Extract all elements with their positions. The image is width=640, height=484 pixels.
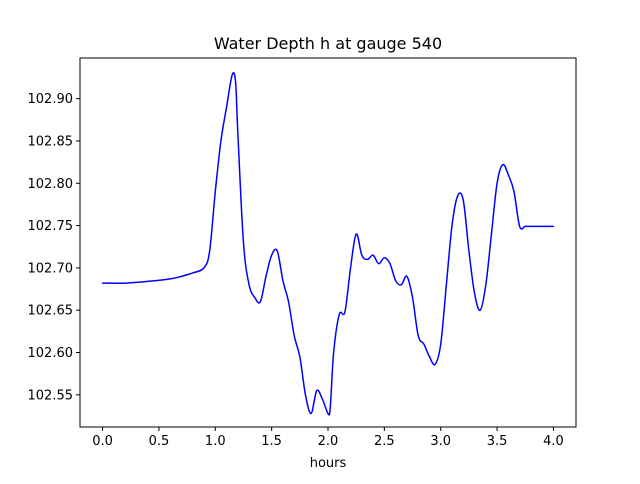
y-tick-label: 102.80 bbox=[28, 177, 74, 192]
y-tick-label: 102.75 bbox=[28, 219, 74, 234]
y-tick-label: 102.85 bbox=[28, 134, 74, 149]
x-tick-label: 1.0 bbox=[205, 434, 226, 449]
x-tick-label: 0.0 bbox=[92, 434, 113, 449]
x-tick-label: 1.5 bbox=[261, 434, 282, 449]
chart-title: Water Depth h at gauge 540 bbox=[214, 34, 442, 53]
x-tick-label: 4.0 bbox=[543, 434, 564, 449]
axes-frame bbox=[79, 57, 577, 428]
y-tick-label: 102.60 bbox=[28, 346, 74, 361]
plot-area bbox=[101, 71, 555, 416]
x-tick-label: 2.0 bbox=[318, 434, 339, 449]
y-tick-label: 102.65 bbox=[28, 304, 74, 319]
y-tick-label: 102.90 bbox=[28, 92, 74, 107]
x-tick-label: 2.5 bbox=[374, 434, 395, 449]
x-axis-label: hours bbox=[310, 456, 347, 471]
series-line-0 bbox=[101, 71, 555, 416]
y-tick-label: 102.55 bbox=[28, 388, 74, 403]
axis-ticks: 0.0 0.5 1.0 1.5 2.0 2.5 3.0 3.5 4.0 102.55 102.60 1… bbox=[28, 92, 564, 449]
x-tick-label: 3.5 bbox=[487, 434, 508, 449]
x-tick-label: 3.0 bbox=[430, 434, 451, 449]
y-tick-label: 102.70 bbox=[28, 261, 74, 276]
x-tick-label: 0.5 bbox=[149, 434, 170, 449]
